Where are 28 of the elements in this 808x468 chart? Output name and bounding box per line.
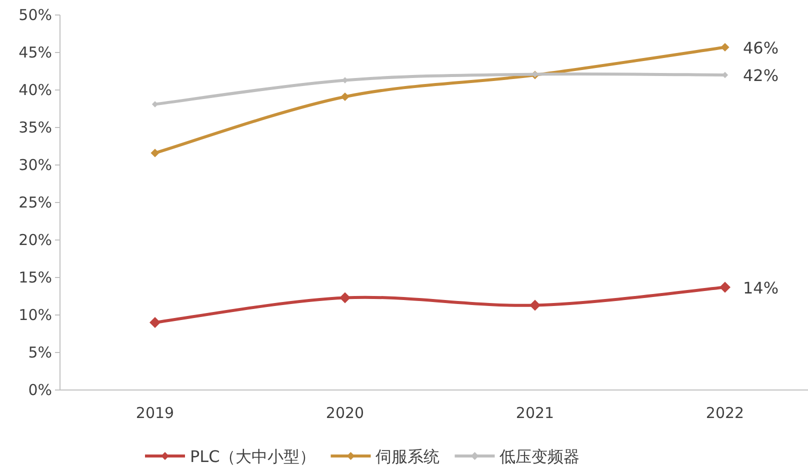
y-tick-label: 35% <box>18 118 52 136</box>
y-tick-label: 25% <box>18 194 52 212</box>
data-label: 14% <box>743 278 779 298</box>
data-label: 42% <box>743 66 779 85</box>
y-tick-label: 40% <box>18 81 52 99</box>
y-tick-label: 45% <box>18 44 52 62</box>
y-tick-label: 10% <box>18 306 52 324</box>
data-label: 46% <box>743 38 779 58</box>
y-tick-label: 30% <box>18 156 52 174</box>
point <box>150 148 160 158</box>
y-tick-label: 20% <box>18 231 52 249</box>
point <box>720 42 730 52</box>
point <box>530 300 540 311</box>
y-tick-label: 50% <box>18 6 52 24</box>
legend-label: PLC（大中小型） <box>190 447 316 466</box>
x-tick-label: 2022 <box>706 404 744 422</box>
point <box>340 292 350 304</box>
y-tick-label: 5% <box>28 344 52 362</box>
y-tick-label: 15% <box>18 268 52 286</box>
point <box>720 282 730 293</box>
x-tick-label: 2020 <box>326 404 364 422</box>
x-tick-label: 2019 <box>136 404 174 422</box>
point <box>150 317 160 328</box>
legend-label: 低压变频器 <box>500 447 580 466</box>
legend-label: 伺服系统 <box>376 447 440 466</box>
y-tick-label: 0% <box>28 381 52 399</box>
point <box>340 92 350 102</box>
x-tick-label: 2021 <box>516 404 554 422</box>
